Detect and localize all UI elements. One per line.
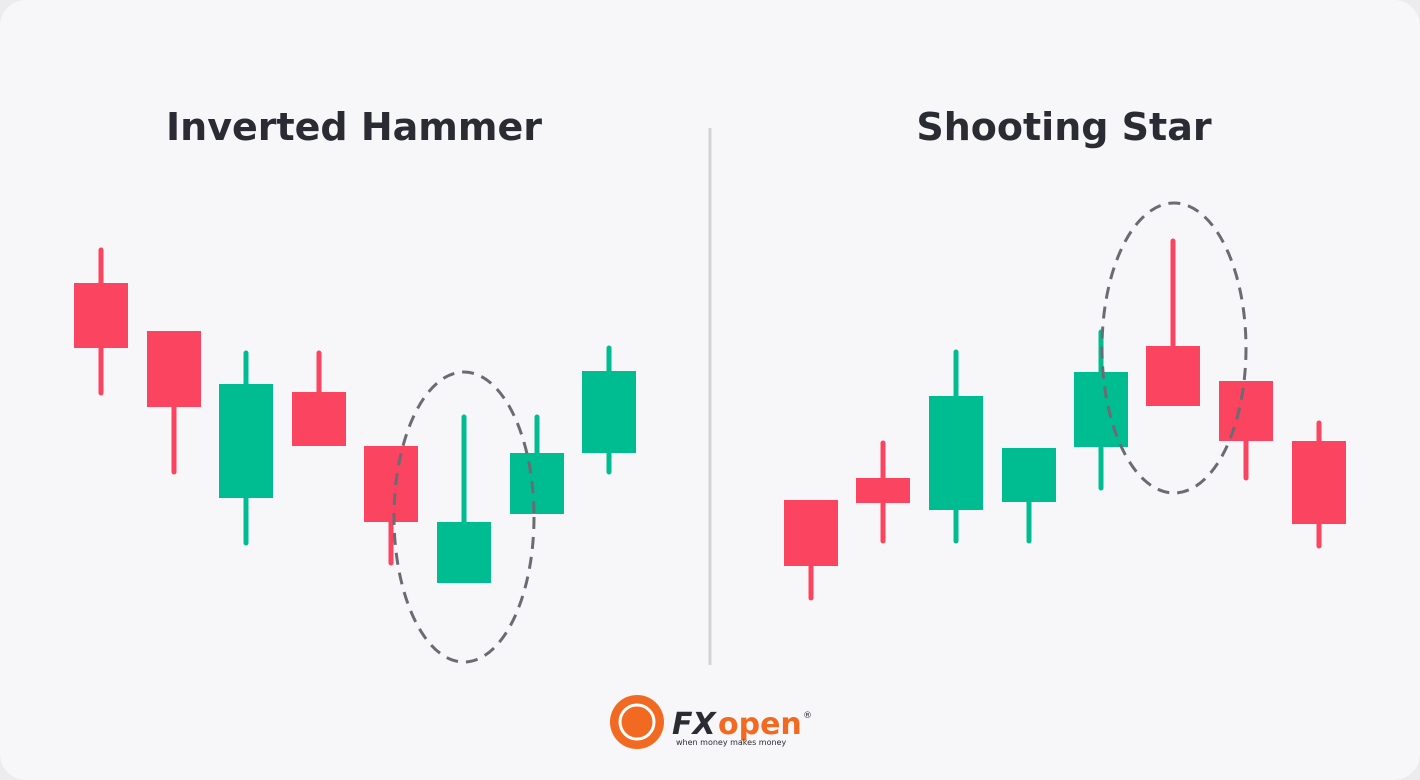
logo-open: open bbox=[718, 707, 802, 742]
candle-body bbox=[1219, 381, 1273, 441]
right-candles bbox=[784, 201, 1346, 601]
panel-title: Inverted Hammer bbox=[166, 105, 542, 149]
candle-body bbox=[1146, 346, 1200, 406]
candle-body bbox=[784, 500, 838, 566]
candle-body bbox=[1002, 448, 1056, 502]
candle-body bbox=[219, 384, 273, 498]
candle-body bbox=[364, 446, 418, 522]
candle-body bbox=[1074, 372, 1128, 447]
logo-icon bbox=[610, 695, 664, 749]
candle-body bbox=[147, 331, 201, 407]
panel-title: Shooting Star bbox=[916, 105, 1211, 149]
highlight-ellipse bbox=[392, 370, 536, 664]
candle-body bbox=[510, 453, 564, 514]
logo-fx: FX bbox=[672, 707, 717, 742]
left-candles bbox=[74, 247, 636, 664]
candle-body bbox=[74, 283, 128, 348]
logo-icon-detail bbox=[618, 703, 656, 741]
candle-body bbox=[1292, 441, 1346, 524]
highlight-ellipse bbox=[1100, 201, 1248, 495]
logo-registered: ® bbox=[803, 711, 812, 721]
logo: FX open ® when money makes money bbox=[610, 695, 812, 749]
candle-body bbox=[437, 522, 491, 583]
candle-body bbox=[292, 392, 346, 446]
candle-body bbox=[929, 396, 983, 510]
candle-body bbox=[582, 371, 636, 453]
logo-tagline: when money makes money bbox=[676, 738, 786, 747]
candle-body bbox=[856, 478, 910, 503]
